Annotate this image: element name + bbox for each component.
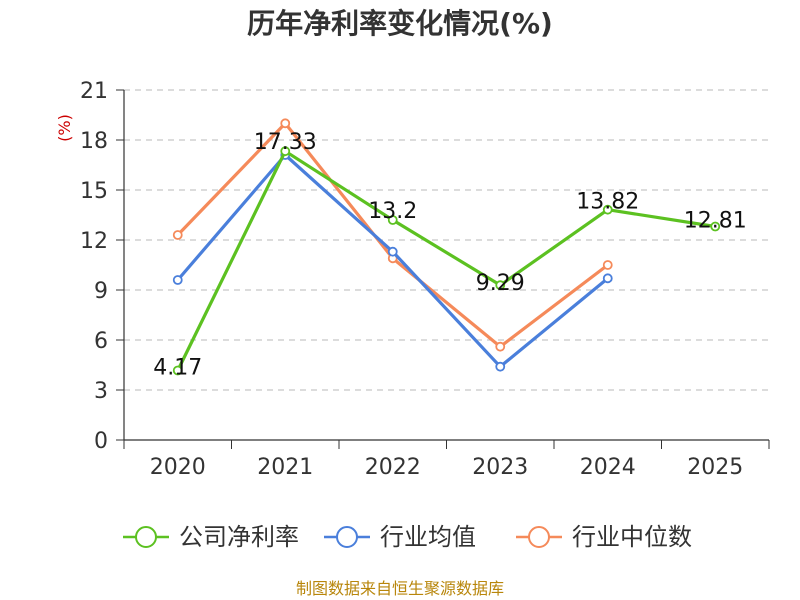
data-point [495, 341, 506, 352]
data-point [280, 118, 291, 129]
x-tick-label: 2022 [365, 455, 421, 480]
axes: 0 3 6 9 12 15 18 21 2020 2021 2022 2023 2024 2025 [80, 79, 770, 480]
y-tick-label: 6 [94, 329, 108, 354]
series-line [176, 121, 610, 349]
x-tick-label: 2020 [150, 455, 206, 480]
legend-label[interactable]: 行业中位数 [572, 523, 692, 551]
legend-marker[interactable] [135, 526, 157, 548]
chart-title: 历年净利率变化情况(%) [247, 7, 553, 40]
data-label: 13.2 [368, 199, 417, 224]
legend-label[interactable]: 公司净利率 [179, 523, 299, 551]
y-tick-label: 0 [94, 429, 108, 454]
data-labels: 4.17 17.33 13.2 9.29 13.82 12.81 [153, 130, 746, 380]
data-label: 17.33 [254, 130, 317, 155]
legend-label[interactable]: 行业均值 [380, 523, 476, 551]
data-point [495, 280, 506, 291]
data-point [387, 246, 398, 257]
y-tick-label: 9 [94, 279, 108, 304]
source-note: 制图数据来自恒生聚源数据库 [296, 579, 504, 598]
data-point [495, 361, 506, 372]
grid-lines [124, 89, 769, 391]
legend[interactable]: 公司净利率 行业均值 行业中位数 [123, 523, 692, 551]
data-point [602, 204, 613, 215]
data-point [172, 275, 183, 285]
data-label: 12.81 [684, 209, 747, 234]
data-point [602, 260, 613, 270]
y-tick-label: 12 [80, 229, 108, 254]
y-tick-label: 21 [80, 79, 108, 104]
data-point [172, 230, 183, 240]
x-tick-label: 2025 [687, 455, 743, 480]
data-point [602, 273, 613, 284]
series-line [176, 149, 717, 373]
data-point [387, 215, 398, 225]
data-point [710, 221, 721, 232]
y-tick-label: 15 [80, 179, 108, 204]
x-tick-label: 2021 [257, 455, 313, 480]
legend-marker[interactable] [528, 526, 550, 548]
data-point [280, 146, 291, 157]
series-lines [172, 118, 721, 376]
y-tick-label: 3 [94, 379, 108, 404]
legend-marker[interactable] [336, 526, 358, 548]
data-label: 9.29 [476, 271, 525, 296]
y-axis-unit: (%) [55, 114, 74, 142]
data-label: 13.82 [576, 190, 639, 215]
y-tick-label: 18 [80, 129, 108, 154]
x-tick-label: 2023 [472, 455, 528, 480]
data-label: 4.17 [153, 356, 202, 381]
data-point [172, 365, 183, 376]
x-tick-label: 2024 [580, 455, 636, 480]
